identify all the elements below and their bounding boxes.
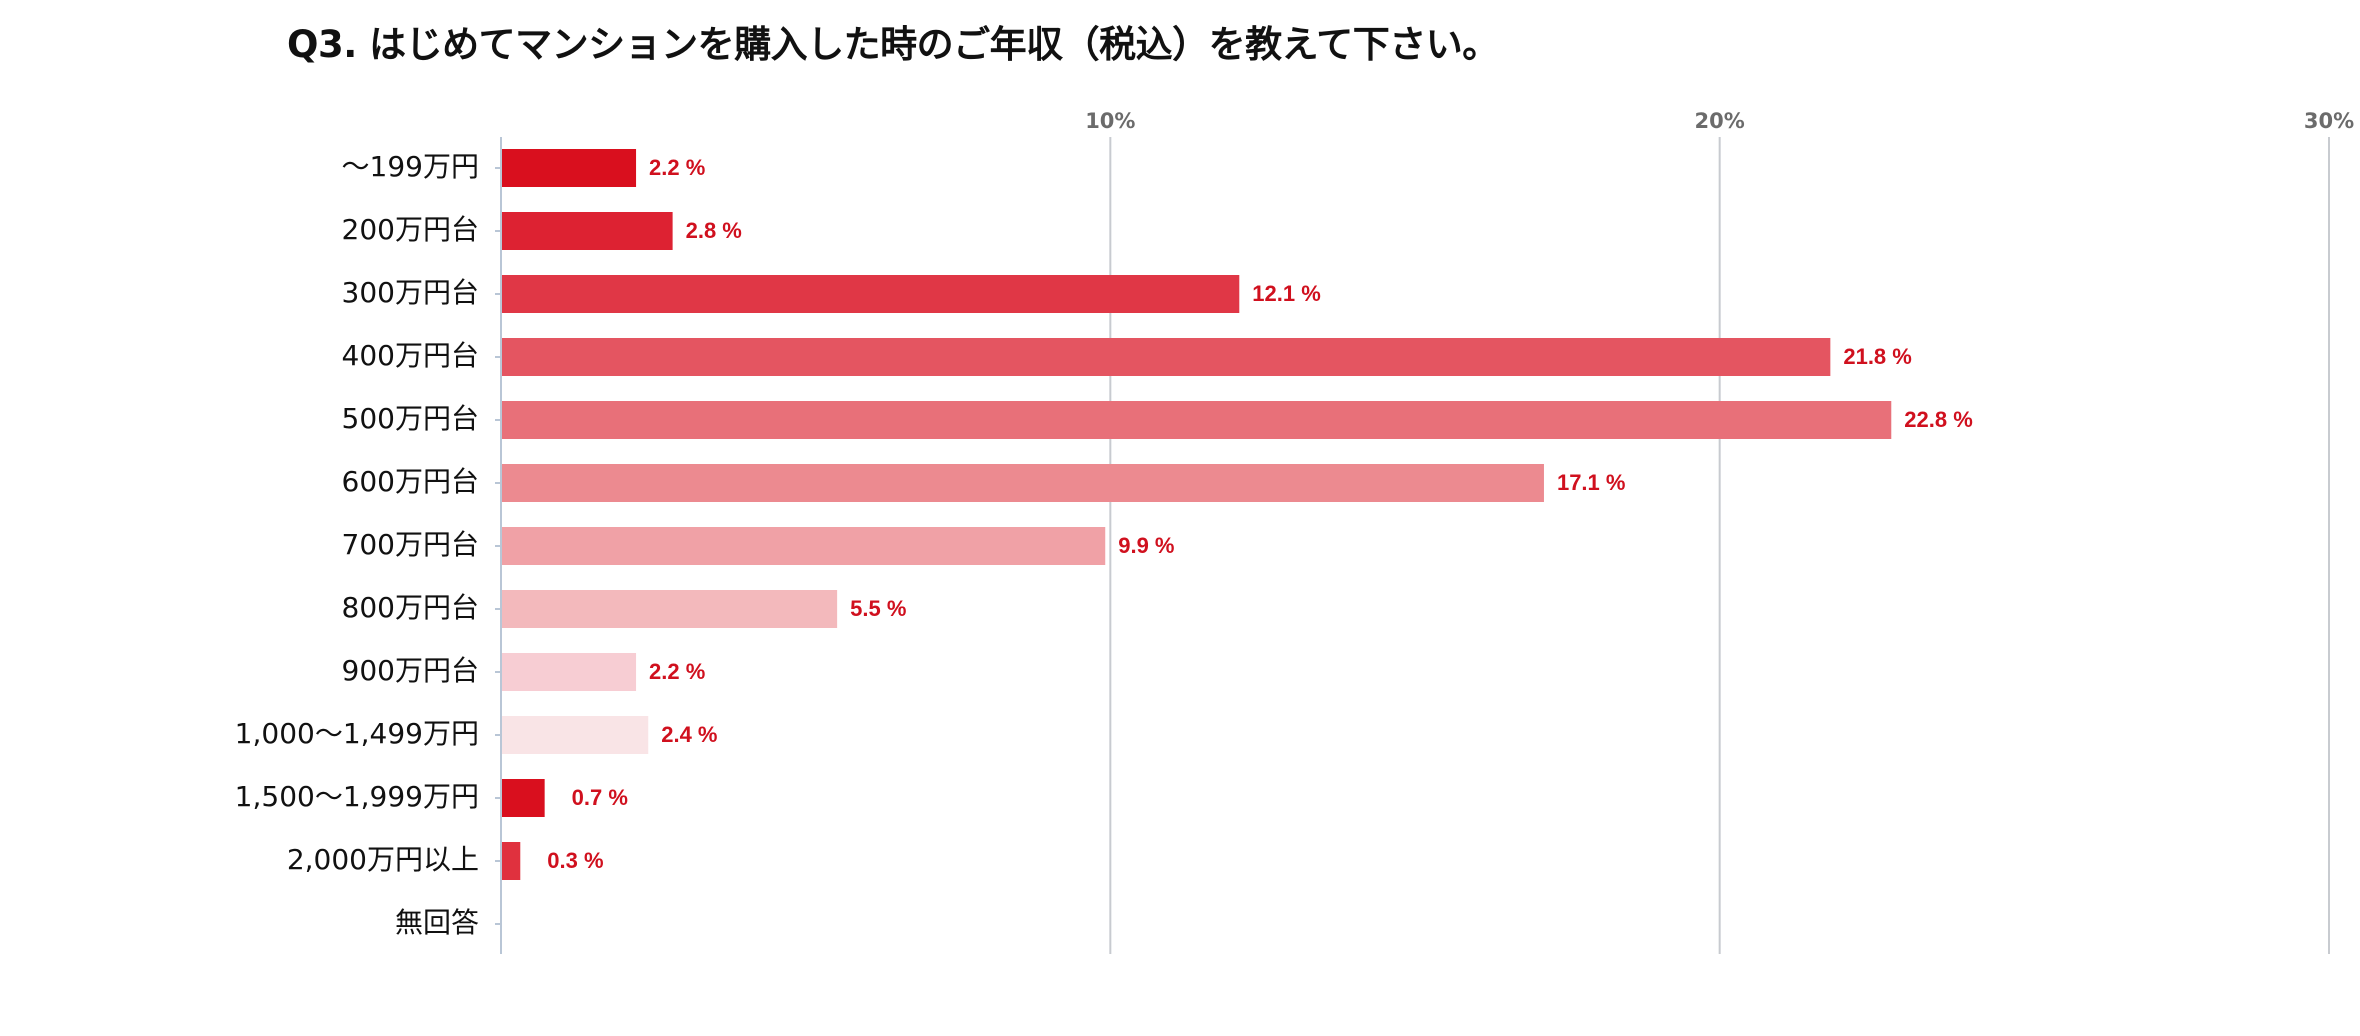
- value-label: 2.4 %: [661, 722, 717, 747]
- value-label: 2.8 %: [686, 218, 742, 243]
- x-tick-label: 30%: [2304, 109, 2354, 133]
- category-label: 900万円台: [342, 654, 479, 687]
- x-tick-label: 10%: [1085, 109, 1135, 133]
- value-label: 0.3 %: [547, 848, 603, 873]
- x-tick-label: 20%: [1695, 109, 1745, 133]
- value-label: 9.9 %: [1118, 533, 1174, 558]
- bar: [502, 275, 1240, 313]
- value-label: 22.8 %: [1904, 407, 1973, 432]
- category-label: 2,000万円以上: [287, 843, 479, 876]
- value-label: 17.1 %: [1557, 470, 1626, 495]
- bar: [502, 779, 545, 817]
- category-label: 600万円台: [342, 465, 479, 498]
- x-axis-tick-labels: 10% 20% 30%: [1085, 109, 2354, 133]
- bar: [502, 338, 1831, 376]
- bar: [502, 716, 649, 754]
- bar: [502, 464, 1544, 502]
- category-label: 200万円台: [342, 213, 479, 246]
- category-label: 500万円台: [342, 402, 479, 435]
- bar: [502, 527, 1106, 565]
- category-label: 300万円台: [342, 276, 479, 309]
- value-label: 2.2 %: [649, 659, 705, 684]
- category-label: 1,000～1,499万円: [235, 717, 479, 750]
- value-label: 0.7 %: [572, 785, 628, 810]
- category-label: ～199万円: [342, 150, 479, 183]
- value-label: 2.2 %: [649, 155, 705, 180]
- bar: [502, 149, 637, 187]
- bar: [502, 212, 673, 250]
- category-labels: ～199万円 200万円台 300万円台 400万円台 500万円台 600万円台 700万…: [235, 150, 501, 939]
- category-label: 400万円台: [342, 339, 479, 372]
- category-label: 無回答: [395, 906, 479, 939]
- category-label: 1,500～1,999万円: [235, 780, 479, 813]
- gridlines: [1109, 137, 2330, 954]
- chart-title: Q3. はじめてマンションを購入した時のご年収（税込）を教えて下さい。: [287, 23, 1499, 66]
- value-label: 21.8 %: [1843, 344, 1912, 369]
- category-label: 700万円台: [342, 528, 479, 561]
- value-label: 5.5 %: [850, 596, 906, 621]
- value-label: 12.1 %: [1252, 281, 1321, 306]
- category-label: 800万円台: [342, 591, 479, 624]
- bar: [502, 401, 1892, 439]
- bars: [502, 149, 1892, 880]
- bar: [502, 590, 838, 628]
- bar: [502, 653, 637, 691]
- value-labels: 2.2 % 2.8 % 12.1 % 21.8 % 22.8 % 17.1 % 9.9 % 5…: [547, 155, 1973, 873]
- bar: [502, 842, 521, 880]
